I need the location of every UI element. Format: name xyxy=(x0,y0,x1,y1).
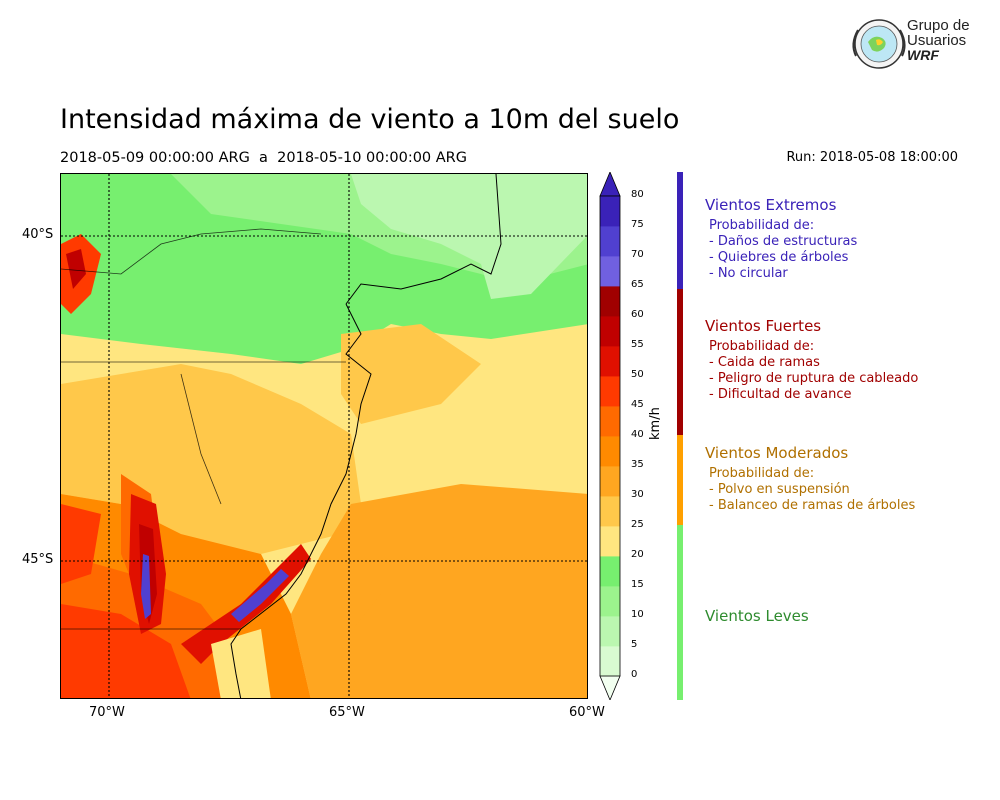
category-line: - Quiebres de árboles xyxy=(709,250,849,265)
colorbar-tick-label: 45 xyxy=(631,399,644,410)
colorbar-segment xyxy=(600,616,620,647)
colorbar-unit: km/h xyxy=(648,407,663,440)
category-line: - Daños de estructuras xyxy=(709,234,858,249)
colorbar-segment xyxy=(600,346,620,377)
lon-tick-60w: 60°W xyxy=(569,705,605,720)
category-moderate: Vientos Moderados Probabilidad de: - Pol… xyxy=(705,444,915,514)
category-title: Vientos Fuertes xyxy=(705,317,822,335)
wind-map xyxy=(60,173,588,699)
colorbar-segment xyxy=(600,406,620,437)
category-line: - No circular xyxy=(709,266,788,281)
lon-tick-65w: 65°W xyxy=(329,705,365,720)
colorbar-segment xyxy=(600,376,620,407)
category-bar-extreme xyxy=(677,172,683,289)
lat-tick-45s: 45°S xyxy=(22,552,54,567)
logo-line-3: WRF xyxy=(907,47,939,63)
colorbar xyxy=(599,172,621,700)
logo-line-1: Grupo de xyxy=(907,17,970,34)
colorbar-segment xyxy=(600,466,620,497)
colorbar-tick-label: 10 xyxy=(631,609,644,620)
colorbar-tick-label: 5 xyxy=(631,639,638,650)
category-bar-moderate xyxy=(677,435,683,525)
logo-line-2: Usuarios xyxy=(907,32,967,49)
category-line: - Peligro de ruptura de cableado xyxy=(709,371,919,386)
colorbar-segment xyxy=(600,526,620,557)
colorbar-tick-label: 25 xyxy=(631,519,644,530)
logo-text: Grupo de Usuarios WRF xyxy=(907,18,970,63)
colorbar-extend-bottom xyxy=(599,675,621,700)
colorbar-segment xyxy=(600,226,620,257)
colorbar-frame xyxy=(599,195,621,677)
colorbar-segment xyxy=(600,496,620,527)
colorbar-tick-label: 70 xyxy=(631,249,644,260)
category-heading: Probabilidad de: xyxy=(709,466,815,481)
category-light: Vientos Leves xyxy=(705,607,809,625)
category-heading: Probabilidad de: xyxy=(709,218,815,233)
colorbar-tick-label: 35 xyxy=(631,459,644,470)
category-line: - Caida de ramas xyxy=(709,355,820,370)
colorbar-segment xyxy=(600,586,620,617)
colorbar-tick-label: 80 xyxy=(631,189,644,200)
date-range: 2018-05-09 00:00:00 ARG a 2018-05-10 00:… xyxy=(60,150,467,166)
category-extreme: Vientos Extremos Probabilidad de: - Daño… xyxy=(705,196,857,282)
wrf-logo xyxy=(852,19,906,69)
gridlines xyxy=(61,174,587,698)
region-central-coast xyxy=(341,324,481,424)
lon-tick-70w: 70°W xyxy=(89,705,125,720)
category-bar xyxy=(677,172,683,700)
colorbar-tick-label: 75 xyxy=(631,219,644,230)
colorbar-segment xyxy=(600,256,620,287)
lat-tick-40s: 40°S xyxy=(22,227,54,242)
category-bar-strong xyxy=(677,289,683,435)
category-line: - Dificultad de avance xyxy=(709,387,852,402)
colorbar-segment xyxy=(600,436,620,467)
category-bar-light xyxy=(677,525,683,700)
colorbar-segment xyxy=(600,196,620,227)
wind-map-svg xyxy=(61,174,587,698)
category-heading: Probabilidad de: xyxy=(709,339,815,354)
run-time: Run: 2018-05-08 18:00:00 xyxy=(786,150,958,165)
colorbar-tick-label: 55 xyxy=(631,339,644,350)
coastline xyxy=(230,303,372,698)
colorbar-tick-label: 30 xyxy=(631,489,644,500)
category-line: - Polvo en suspensión xyxy=(709,482,850,497)
colorbar-tick-label: 50 xyxy=(631,369,644,380)
colorbar-segment xyxy=(600,286,620,317)
category-strong: Vientos Fuertes Probabilidad de: - Caida… xyxy=(705,317,918,403)
map-title: Intensidad máxima de viento a 10m del su… xyxy=(60,104,680,135)
colorbar-tick-label: 0 xyxy=(631,669,638,680)
colorbar-segment xyxy=(600,646,620,677)
category-line: - Balanceo de ramas de árboles xyxy=(709,498,916,513)
colorbar-tick-label: 65 xyxy=(631,279,644,290)
colorbar-extend-top xyxy=(599,172,621,197)
category-title: Vientos Leves xyxy=(705,607,809,625)
colorbar-tick-label: 40 xyxy=(631,429,644,440)
colorbar-tick-label: 60 xyxy=(631,309,644,320)
colorbar-tick-label: 15 xyxy=(631,579,644,590)
colorbar-segment xyxy=(600,556,620,587)
category-title: Vientos Extremos xyxy=(705,196,837,214)
category-title: Vientos Moderados xyxy=(705,444,849,462)
colorbar-segment xyxy=(600,316,620,347)
colorbar-tick-label: 20 xyxy=(631,549,644,560)
